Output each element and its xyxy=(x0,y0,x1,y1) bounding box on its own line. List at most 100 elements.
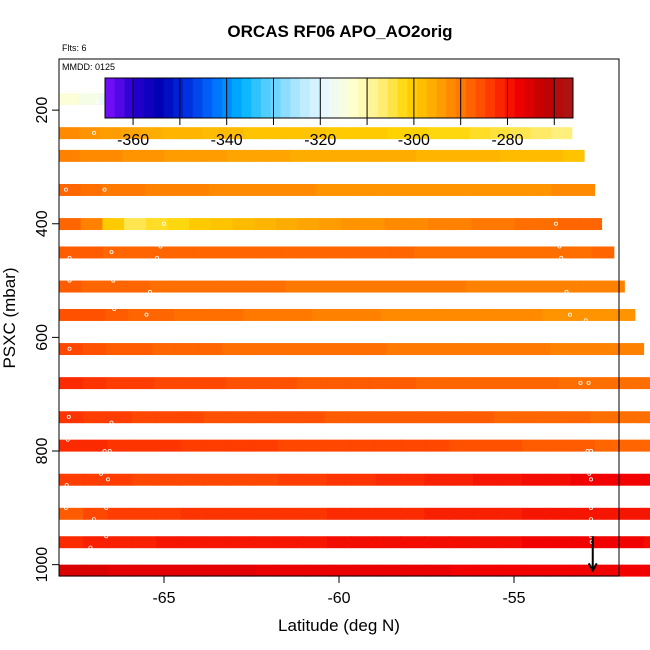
heat-cell xyxy=(325,127,347,140)
heat-cell xyxy=(101,149,123,162)
heat-cell xyxy=(172,280,196,293)
heat-cell xyxy=(456,343,481,356)
heat-cell xyxy=(59,411,84,424)
colorbar-swatch xyxy=(534,78,545,118)
track-point xyxy=(583,318,588,323)
track-point xyxy=(554,221,559,226)
heat-cell xyxy=(497,536,523,549)
heat-cell xyxy=(546,473,572,486)
y-tick-label: 600 xyxy=(34,324,51,351)
track-point xyxy=(113,335,118,340)
track-point xyxy=(569,324,574,329)
track-point xyxy=(66,414,71,419)
heat-cell xyxy=(514,218,537,231)
heat-cell xyxy=(83,536,109,549)
y-axis-label: PSXC (mbar) xyxy=(0,267,19,368)
heat-cell xyxy=(253,473,279,486)
heat-cell xyxy=(352,280,377,293)
heat-cell xyxy=(107,411,133,424)
colorbar-swatch xyxy=(348,78,359,118)
track-point xyxy=(586,380,591,385)
colorbar-swatch xyxy=(251,78,262,118)
colorbar-swatch xyxy=(319,78,330,118)
heat-cell xyxy=(107,507,133,520)
track-point xyxy=(67,255,72,260)
heat-cell xyxy=(206,564,232,577)
track-point xyxy=(161,221,166,226)
heat-cell xyxy=(566,411,591,424)
heat-cell xyxy=(220,308,244,321)
heat-cell xyxy=(421,411,446,424)
track-point xyxy=(92,517,97,522)
colorbar-swatch xyxy=(339,78,350,118)
colorbar-swatch xyxy=(202,78,213,118)
colorbar-swatch xyxy=(417,78,428,118)
heat-cell xyxy=(304,564,330,577)
colorbar-swatch xyxy=(114,78,125,118)
track-point xyxy=(64,483,69,488)
heat-cell xyxy=(154,377,179,390)
heat-cell xyxy=(243,308,267,321)
heat-cell xyxy=(549,564,575,577)
x-tick-label: -60 xyxy=(327,590,350,607)
track-point xyxy=(109,420,114,425)
colorbar-swatch xyxy=(524,78,535,118)
heat-cell xyxy=(409,343,434,356)
track-point xyxy=(555,233,560,238)
colorbar-frame xyxy=(104,77,574,119)
heat-cell xyxy=(395,149,417,162)
heat-cell xyxy=(152,343,177,356)
heat-cell xyxy=(556,280,580,293)
heat-cell xyxy=(131,411,157,424)
heat-cell xyxy=(502,246,526,259)
heat-cell xyxy=(563,149,585,162)
heat-cell xyxy=(622,564,648,577)
heat-cell xyxy=(232,218,255,231)
heat-cell xyxy=(180,439,206,452)
heat-cell xyxy=(521,439,547,452)
track-point xyxy=(564,289,569,294)
heat-cell xyxy=(594,473,620,486)
heat-cell xyxy=(493,411,519,424)
heat-cell xyxy=(278,473,304,486)
heat-cell xyxy=(546,507,572,520)
heat-cell xyxy=(278,507,304,520)
heat-cell xyxy=(103,246,127,259)
heat-cell xyxy=(326,536,352,549)
heat-cell xyxy=(79,93,101,106)
heat-cell xyxy=(230,183,253,196)
heat-cell xyxy=(125,246,149,259)
heat-cell xyxy=(166,183,189,196)
colorbar-tick-label: -340 xyxy=(211,132,243,149)
heat-cell xyxy=(59,246,82,259)
heat-cell xyxy=(524,246,548,259)
colorbar-swatch xyxy=(153,78,164,118)
track-point xyxy=(589,449,594,454)
heat-cell xyxy=(292,343,317,356)
heat-cell xyxy=(80,183,103,196)
heat-cell xyxy=(524,564,550,577)
heat-cell xyxy=(458,246,482,259)
track-point xyxy=(568,312,573,317)
track-point xyxy=(561,267,566,272)
heat-cell xyxy=(473,308,498,321)
heat-cell xyxy=(497,439,523,452)
heat-cell xyxy=(214,246,238,259)
heat-cell xyxy=(246,343,271,356)
heat-cell xyxy=(380,183,403,196)
heat-cell xyxy=(59,473,84,486)
heat-cell xyxy=(182,127,204,140)
track-point xyxy=(112,306,117,311)
heat-cell xyxy=(107,536,133,549)
heat-cell xyxy=(262,280,286,293)
colorbar-swatch xyxy=(504,78,515,118)
heat-cell xyxy=(297,377,322,390)
heat-cell xyxy=(284,127,306,140)
heat-cell xyxy=(400,536,425,549)
track-point xyxy=(137,358,142,363)
heat-cell xyxy=(579,280,603,293)
heat-cell xyxy=(83,439,109,452)
heat-cell xyxy=(619,507,645,520)
track-point xyxy=(64,505,69,510)
track-point xyxy=(106,426,111,431)
